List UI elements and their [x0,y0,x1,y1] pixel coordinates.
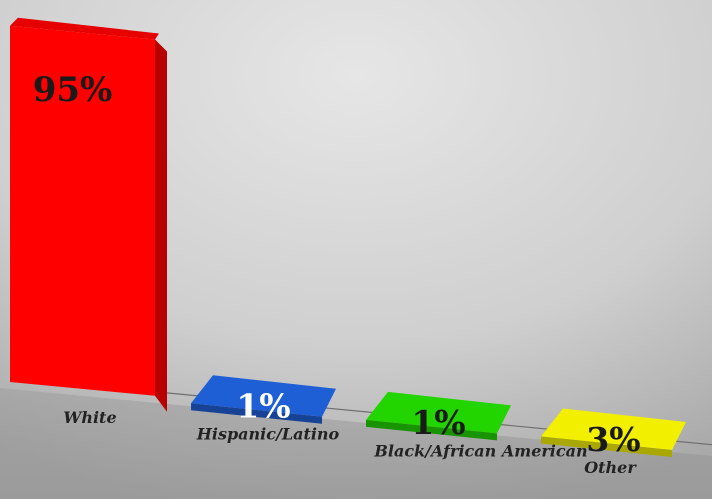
data-label: 1% [411,403,465,442]
bar-top-face [541,408,686,451]
data-label: 95% [33,70,113,110]
bars [10,17,686,458]
bar-top-face [191,375,336,417]
category-label: Other [584,458,637,477]
bar-side-face [155,39,167,412]
bar-front-face [191,403,322,424]
data-label: 1% [236,387,290,426]
category-label: Black/African American [373,441,587,460]
labels: 95%White 1%Hispanic/Latino 1%Black/African… [33,70,641,477]
bar-other [541,408,686,458]
bar-black-african-american [366,391,511,441]
bar-white [10,17,167,412]
bar-top-face [10,17,159,40]
chart-floor [0,388,712,499]
data-label: 3% [586,420,640,459]
bar-front-face [366,419,497,441]
bar-hispanic-latino [191,375,336,424]
bar-front-face [541,436,672,458]
category-label: White [63,408,116,427]
bar-top-face [366,391,511,434]
bar-front-face [10,25,155,396]
category-label: Hispanic/Latino [196,425,340,444]
